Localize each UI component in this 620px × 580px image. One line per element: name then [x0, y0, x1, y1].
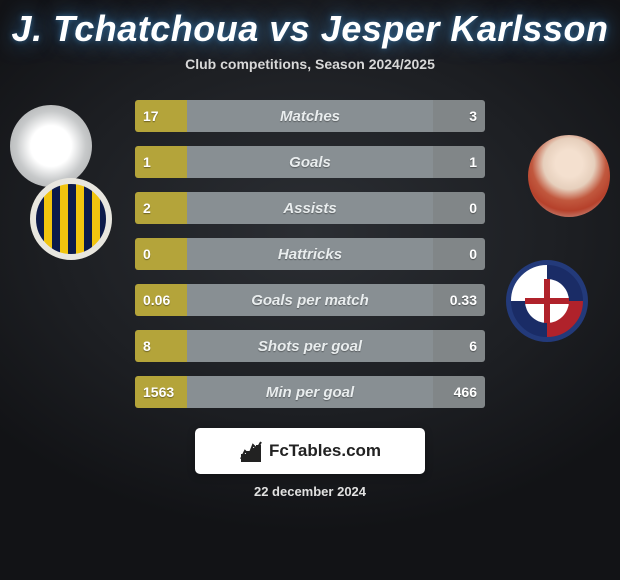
stat-row: 0.06Goals per match0.33 — [135, 284, 485, 316]
stat-label: Assists — [187, 192, 433, 224]
stat-row: 17Matches3 — [135, 100, 485, 132]
stat-left-value: 1563 — [135, 376, 187, 408]
stat-right-value: 466 — [433, 376, 485, 408]
stat-right-value: 0.33 — [433, 284, 485, 316]
stat-label: Goals — [187, 146, 433, 178]
stat-left-value: 0 — [135, 238, 187, 270]
stat-left-value: 1 — [135, 146, 187, 178]
stats-container: 17Matches31Goals12Assists00Hattricks00.0… — [135, 100, 485, 408]
stat-left-value: 2 — [135, 192, 187, 224]
stat-left-value: 0.06 — [135, 284, 187, 316]
attribution-badge: FcTables.com — [195, 428, 425, 474]
attribution-text: FcTables.com — [269, 441, 381, 461]
season-subtitle: Club competitions, Season 2024/2025 — [0, 56, 620, 72]
stat-label: Matches — [187, 100, 433, 132]
stat-left-value: 17 — [135, 100, 187, 132]
comparison-title: J. Tchatchoua vs Jesper Karlsson — [0, 0, 620, 50]
snapshot-date: 22 december 2024 — [0, 484, 620, 499]
stat-left-value: 8 — [135, 330, 187, 362]
player2-photo — [528, 135, 610, 217]
player1-photo — [10, 105, 92, 187]
stat-right-value: 6 — [433, 330, 485, 362]
chart-icon — [239, 439, 263, 463]
stat-right-value: 1 — [433, 146, 485, 178]
player2-club-crest — [506, 260, 588, 342]
stat-row: 1563Min per goal466 — [135, 376, 485, 408]
stat-label: Goals per match — [187, 284, 433, 316]
stat-label: Min per goal — [187, 376, 433, 408]
stat-row: 8Shots per goal6 — [135, 330, 485, 362]
player1-club-crest — [30, 178, 112, 260]
stat-label: Shots per goal — [187, 330, 433, 362]
stat-right-value: 3 — [433, 100, 485, 132]
stat-row: 0Hattricks0 — [135, 238, 485, 270]
stat-row: 1Goals1 — [135, 146, 485, 178]
stat-right-value: 0 — [433, 192, 485, 224]
stat-right-value: 0 — [433, 238, 485, 270]
stat-row: 2Assists0 — [135, 192, 485, 224]
stat-label: Hattricks — [187, 238, 433, 270]
